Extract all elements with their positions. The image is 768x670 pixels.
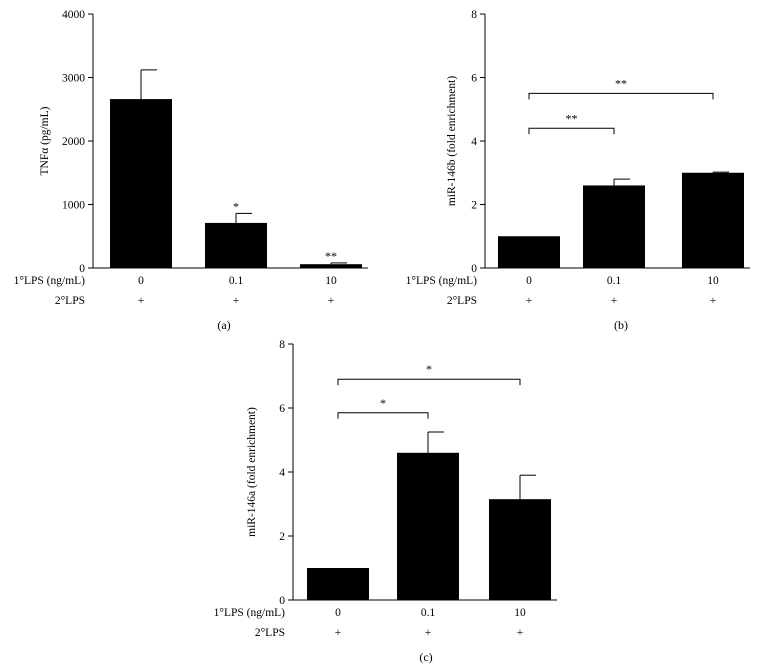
x-tick-label: 0.1	[229, 275, 244, 287]
y-tick-label: 6	[279, 403, 285, 415]
y-tick-label: 1000	[62, 200, 85, 212]
chart-panel-2: 0 2 4 6 8 miR-146b (fold enrichment) ** ** 1°LPS…	[406, 9, 750, 332]
row-label-1-lps: 1°LPS (ng/mL)	[406, 275, 478, 287]
bar	[110, 99, 172, 268]
bar	[489, 499, 551, 600]
y-tick-label: 6	[471, 73, 477, 85]
bar	[307, 568, 369, 600]
y-tick-label: 4000	[62, 9, 85, 21]
y-axis-label: miR-146a (fold enrichment)	[246, 407, 258, 537]
significance-marker: *	[380, 396, 386, 410]
significance-bracket	[528, 127, 615, 135]
panel-label: (c)	[419, 650, 432, 664]
significance-bracket	[337, 412, 429, 419]
panel-label: (b)	[614, 318, 628, 332]
x-tick-label: 0.1	[607, 275, 622, 287]
row-label-1-lps: 1°LPS (ng/mL)	[14, 275, 86, 287]
x-tick-label: 0	[138, 275, 144, 287]
y-tick-label: 4	[279, 467, 285, 479]
significance-marker: **	[325, 249, 337, 263]
y-tick-label: 3000	[62, 73, 85, 85]
x-tick-label: 0	[335, 607, 341, 619]
treatment-marker: +	[138, 295, 145, 307]
x-tick-label: 10	[514, 607, 526, 619]
treatment-marker: +	[233, 295, 240, 307]
y-tick-label: 2	[279, 531, 285, 543]
y-tick-label: 8	[471, 9, 477, 21]
bar	[583, 185, 645, 268]
y-tick-label: 0	[471, 263, 477, 275]
y-axis-label: TNFα (pg/mL)	[39, 106, 51, 175]
significance-marker: *	[233, 199, 239, 213]
bar	[300, 264, 362, 268]
bar	[682, 172, 744, 268]
treatment-marker: +	[710, 295, 717, 307]
y-tick-label: 0	[79, 263, 85, 275]
significance-marker: **	[615, 76, 627, 90]
y-tick-label: 0	[279, 595, 285, 607]
treatment-marker: +	[425, 627, 432, 639]
significance-bracket	[528, 92, 714, 100]
significance-marker: **	[566, 111, 578, 125]
x-tick-label: 10	[707, 275, 719, 287]
treatment-marker: +	[517, 627, 524, 639]
bar	[498, 236, 560, 268]
row-label-2-lps: 2°LPS	[255, 627, 285, 639]
significance-bracket	[337, 378, 521, 386]
y-tick-label: 4	[471, 136, 477, 148]
treatment-marker: +	[611, 295, 618, 307]
treatment-marker: +	[526, 295, 533, 307]
significance-marker: *	[426, 362, 432, 376]
x-tick-label: 0	[526, 275, 532, 287]
y-tick-label: 8	[279, 339, 285, 351]
x-tick-label: 0.1	[421, 607, 436, 619]
treatment-marker: +	[335, 627, 342, 639]
bar	[205, 222, 267, 268]
row-label-2-lps: 2°LPS	[55, 295, 85, 307]
x-tick-label: 10	[325, 275, 337, 287]
treatment-marker: +	[328, 295, 335, 307]
row-label-2-lps: 2°LPS	[447, 295, 477, 307]
bar	[397, 452, 459, 600]
row-label-1-lps: 1°LPS (ng/mL)	[214, 607, 286, 619]
panel-label: (a)	[217, 318, 230, 332]
y-tick-label: 2	[471, 200, 477, 212]
chart-panel-3: 0 2 4 6 8 miR-146a (fold enrichment) * * 1°LPS (…	[214, 339, 557, 664]
y-axis-label: miR-146b (fold enrichment)	[446, 76, 458, 206]
y-tick-label: 2000	[62, 136, 85, 148]
